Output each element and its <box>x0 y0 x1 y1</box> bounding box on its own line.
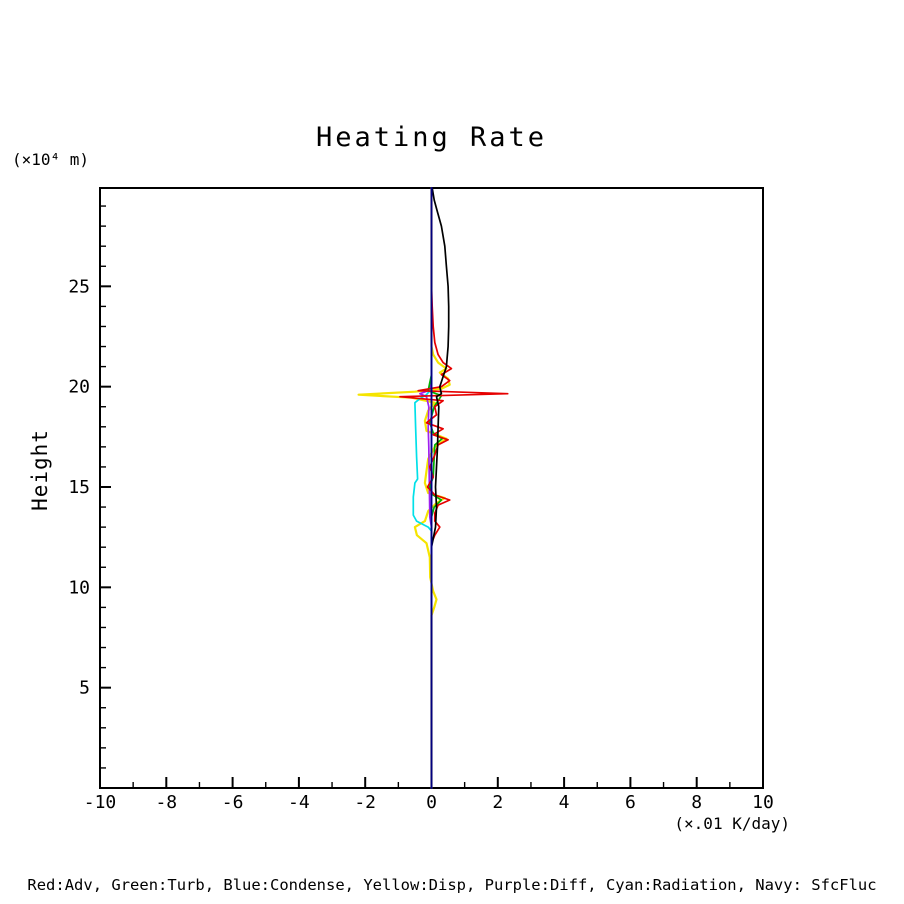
y-tick-label: 10 <box>68 577 90 598</box>
y-tick-label: 25 <box>68 276 90 297</box>
y-axis-units-label: (×10⁴ m) <box>12 150 90 169</box>
y-tick-label: 5 <box>79 678 90 699</box>
y-tick-label: 15 <box>68 477 90 498</box>
x-tick-label: 2 <box>492 792 503 813</box>
x-tick-label: 8 <box>691 792 702 813</box>
x-tick-label: -10 <box>84 792 117 813</box>
y-tick-label: 20 <box>68 377 90 398</box>
series-radiation-line <box>412 187 433 789</box>
x-tick-label: 4 <box>559 792 570 813</box>
x-tick-label: -4 <box>288 792 310 813</box>
x-tick-label: 10 <box>752 792 774 813</box>
chart-title: Heating Rate <box>315 122 548 153</box>
x-tick-label: -2 <box>354 792 376 813</box>
x-tick-label: -8 <box>155 792 177 813</box>
x-tick-label: -6 <box>222 792 244 813</box>
series-black-line <box>430 187 450 789</box>
x-tick-label: 6 <box>625 792 636 813</box>
x-axis-units-label: (×.01 K/day) <box>674 814 790 833</box>
series-adv-line <box>399 187 509 789</box>
x-tick-label: 0 <box>426 792 437 813</box>
series-color-legend: Red:Adv, Green:Turb, Blue:Condense, Yell… <box>27 876 877 894</box>
